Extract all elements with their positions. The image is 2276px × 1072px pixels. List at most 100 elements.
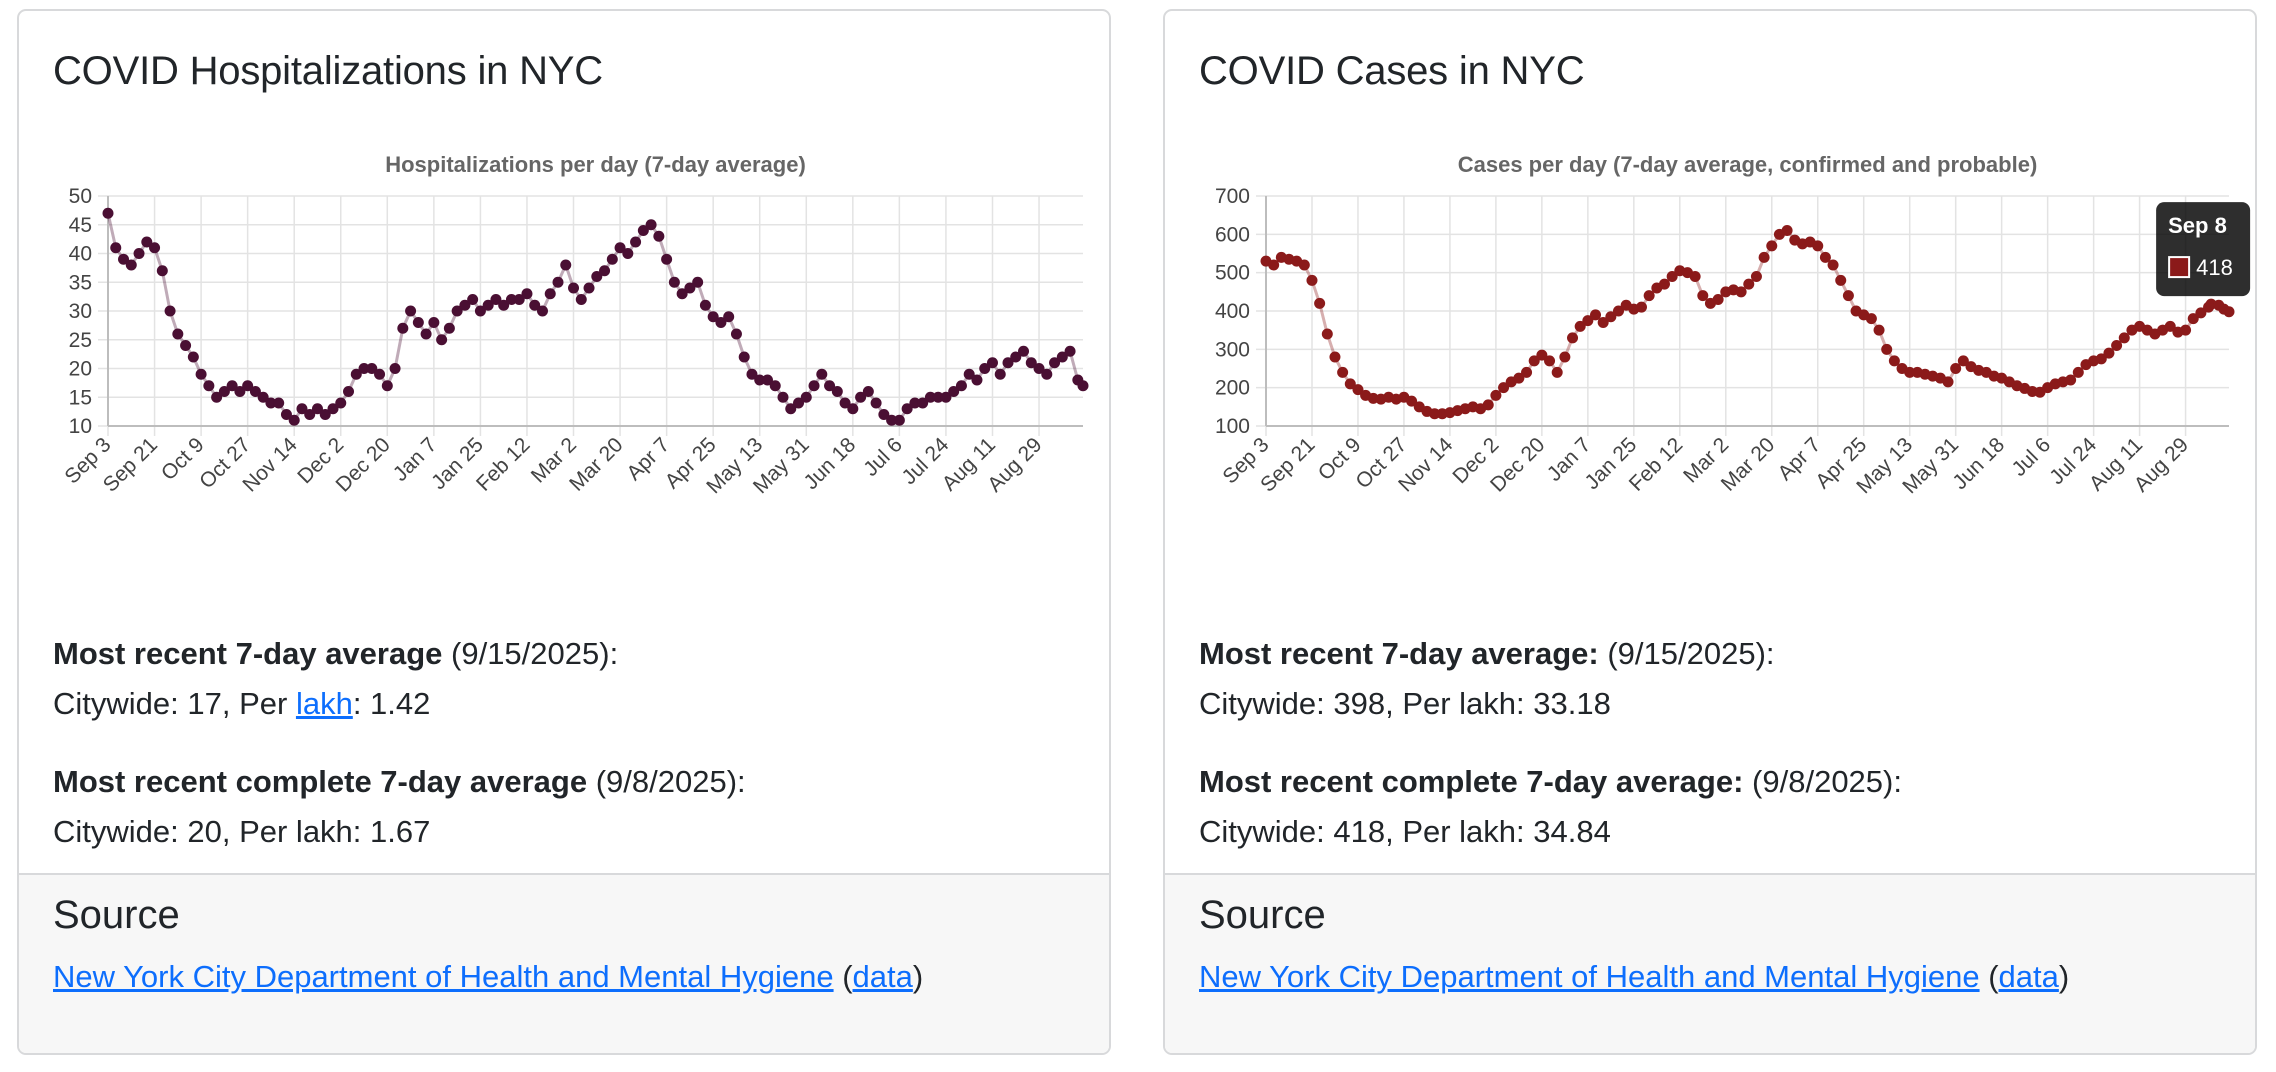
data-point <box>2103 347 2115 359</box>
source-title: Source <box>53 893 180 937</box>
data-point <box>1613 305 1625 317</box>
card-title: COVID Cases in NYC <box>1199 49 1585 93</box>
data-point <box>319 409 331 420</box>
data-point <box>614 242 626 254</box>
data-point <box>1559 351 1571 363</box>
data-point <box>1712 294 1724 305</box>
data-point <box>1025 357 1037 369</box>
data-point <box>886 414 898 426</box>
data-point <box>536 305 548 317</box>
lakh-link[interactable]: lakh <box>295 686 353 721</box>
data-point <box>1957 355 1969 367</box>
x-tick-label: Jun 18 <box>800 433 861 494</box>
data-point <box>1321 328 1333 340</box>
chart-title: Hospitalizations per day (7-day average) <box>385 152 806 177</box>
data-point <box>172 328 184 340</box>
data-point <box>529 299 541 311</box>
data-point <box>1544 355 1556 367</box>
data-point <box>777 391 789 403</box>
data-point <box>808 380 820 392</box>
data-point <box>963 368 975 380</box>
cases-card: COVID Cases in NYC Cases per day (7-day … <box>1163 9 2257 1055</box>
data-point <box>467 294 479 305</box>
complete-average-label: Most recent complete 7-day average <box>53 764 588 799</box>
data-point <box>754 374 766 386</box>
data-point <box>296 403 308 415</box>
data-point <box>1528 355 1540 367</box>
data-point <box>738 351 750 363</box>
data-point <box>932 391 944 403</box>
data-point <box>793 397 805 409</box>
source-link[interactable]: New York City Department of Health and M… <box>1199 959 1980 994</box>
data-point <box>1482 399 1494 411</box>
data-point <box>327 403 339 415</box>
y-tick-label: 40 <box>69 243 92 266</box>
data-point <box>893 414 905 426</box>
data-point <box>1781 225 1793 236</box>
data-point <box>1842 290 1854 302</box>
data-point <box>1881 343 1893 355</box>
data-point <box>2111 340 2123 351</box>
data-point <box>909 397 921 409</box>
y-tick-label: 300 <box>1215 338 1250 361</box>
recent-citywide-text: Citywide: 17, Per <box>53 686 296 721</box>
data-point <box>1041 368 1053 380</box>
data-point <box>816 368 828 380</box>
y-tick-label: 200 <box>1215 377 1250 400</box>
data-point <box>653 230 665 242</box>
data-point <box>1950 363 1962 374</box>
data-point <box>1268 259 1280 271</box>
data-point <box>2195 307 2207 319</box>
data-point <box>242 380 254 392</box>
data-point <box>901 403 913 415</box>
paren-open: ( <box>833 959 853 994</box>
recent-average-label: Most recent 7-day average: <box>1199 636 1599 671</box>
data-point <box>1329 351 1341 363</box>
data-link[interactable]: data <box>852 959 913 994</box>
data-point <box>955 380 967 392</box>
data-point <box>575 294 587 305</box>
data-point <box>971 374 983 386</box>
data-point <box>630 236 642 248</box>
y-tick-label: 500 <box>1215 262 1250 285</box>
data-point <box>459 299 471 311</box>
source-link[interactable]: New York City Department of Health and M… <box>53 959 834 994</box>
data-point <box>552 276 564 288</box>
data-point <box>1827 259 1839 271</box>
data-point <box>280 409 292 420</box>
data-point <box>2187 313 2199 325</box>
data-point <box>1812 240 1824 252</box>
data-point <box>443 322 455 334</box>
data-point <box>940 391 952 403</box>
data-point <box>979 363 991 374</box>
data-point <box>1766 240 1778 252</box>
data-point <box>1666 271 1678 282</box>
data-point <box>1298 259 1310 271</box>
complete-average-date: (9/8/2025): <box>1743 764 1902 799</box>
data-point <box>102 207 114 219</box>
data-point <box>1536 349 1548 361</box>
data-point <box>304 409 316 420</box>
data-point <box>715 317 727 328</box>
complete-average-date: (9/8/2025): <box>587 764 746 799</box>
data-point <box>133 248 145 259</box>
data-point <box>2223 306 2235 318</box>
data-point <box>692 276 704 288</box>
data-link[interactable]: data <box>1998 959 2059 994</box>
data-point <box>1865 313 1877 325</box>
data-point <box>505 294 517 305</box>
data-point <box>311 403 323 415</box>
data-point <box>265 397 277 409</box>
data-point <box>187 351 199 363</box>
data-point <box>405 305 417 317</box>
tooltip-title: Sep 8 <box>2168 213 2227 238</box>
y-tick-label: 700 <box>1215 185 1250 208</box>
chart-plot-group: Hospitalizations per day (7-day average)… <box>60 152 1089 498</box>
data-point <box>420 328 432 340</box>
data-point <box>381 380 393 392</box>
data-point <box>164 305 176 317</box>
complete-average-values: Citywide: 418, Per lakh: 34.84 <box>1199 814 1611 849</box>
source-title: Source <box>1199 893 1326 937</box>
data-point <box>1406 395 1418 407</box>
tooltip-value: 418 <box>2196 255 2233 280</box>
